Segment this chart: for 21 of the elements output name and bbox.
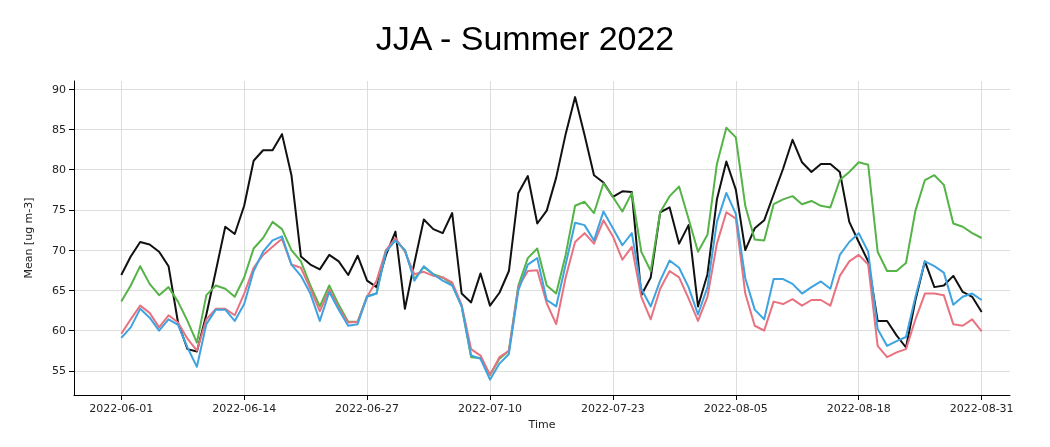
y-axis-title: Mean [ug m-3] [22, 197, 35, 279]
y-tick-label: 60 [52, 324, 66, 338]
chart-title: JJA - Summer 2022 [375, 19, 675, 57]
x-tick-label: 2022-08-31 [949, 402, 1014, 415]
line-series [120, 96, 983, 353]
x-tick-label: 2022-06-01 [89, 402, 154, 415]
y-tick-label: 55 [52, 364, 66, 378]
x-tick-label: 2022-06-27 [335, 402, 400, 415]
x-tick-label: 2022-07-23 [580, 402, 645, 415]
x-tick-label: 2022-08-05 [703, 402, 768, 415]
x-tick-label: 2022-06-14 [212, 402, 277, 415]
x-axis-title: Time [527, 418, 556, 431]
x-tick-label: 2022-07-10 [458, 402, 522, 415]
y-tick-label: 80 [52, 163, 66, 177]
y-tick-label: 65 [52, 283, 66, 297]
y-tick-label: 85 [52, 122, 66, 136]
x-tick-label: 2022-08-18 [826, 402, 891, 415]
y-tick-label: 75 [52, 203, 66, 217]
y-tick-label: 90 [52, 82, 66, 96]
line-series [120, 126, 983, 376]
y-tick-label: 70 [52, 243, 66, 257]
